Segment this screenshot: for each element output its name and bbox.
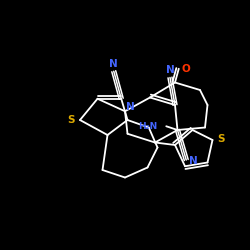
Text: O: O	[182, 64, 190, 74]
Text: N: N	[189, 156, 198, 166]
Text: S: S	[68, 115, 75, 125]
Text: H₂N: H₂N	[138, 122, 158, 131]
Text: N: N	[166, 66, 174, 76]
Text: N: N	[126, 102, 135, 113]
Text: S: S	[218, 134, 225, 144]
Text: N: N	[110, 59, 118, 69]
